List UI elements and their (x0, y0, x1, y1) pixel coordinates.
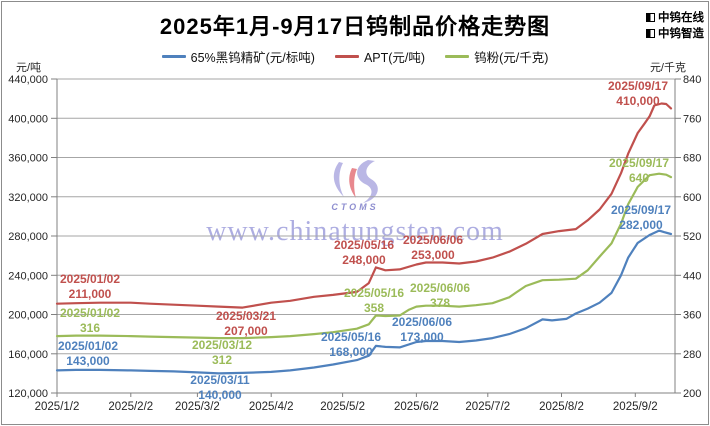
annotation-date: 2025/06/06 (392, 315, 452, 329)
left-axis-unit-label: 元/吨 (16, 62, 42, 74)
annotation-value: 173,000 (400, 330, 444, 344)
right-axis-tick-label: 280 (683, 349, 701, 361)
annotation-value: 140,000 (198, 388, 242, 402)
x-axis-tick-label: 2025/4/2 (249, 401, 294, 413)
x-axis-tick-label: 2025/2/2 (108, 401, 153, 413)
legend-item-apt: APT(元/吨) (334, 47, 426, 66)
annotation-value: 378 (430, 296, 450, 310)
annotation-value: 211,000 (69, 287, 112, 301)
x-axis-tick-label: 2025/5/2 (320, 401, 365, 413)
series-color-swatch-green (445, 55, 470, 58)
annotation-value: 640 (629, 171, 649, 185)
legend-label-apt: APT(元/吨) (363, 51, 426, 65)
left-axis-tick-label: 240,000 (8, 270, 48, 282)
annotation-date: 2025/01/02 (60, 272, 120, 286)
x-axis-tick-label: 2025/6/2 (394, 401, 439, 413)
x-axis-tick-label: 2025/8/2 (539, 401, 584, 413)
annotation-date: 2025/09/17 (611, 203, 671, 217)
left-axis-tick-label: 280,000 (8, 231, 48, 243)
x-axis-tick-label: 2025/3/2 (175, 401, 220, 413)
left-axis-tick-label: 160,000 (8, 349, 48, 361)
x-axis-tick-label: 2025/9/2 (613, 401, 658, 413)
annotation-date: 2025/03/21 (216, 309, 276, 323)
brand-row-online: 中钨在线 (646, 9, 704, 25)
brand-box: 中钨在线 中钨智造 (646, 9, 704, 41)
left-axis-tick-label: 360,000 (8, 153, 48, 165)
annotation-date: 2025/03/11 (190, 373, 250, 387)
annotation-value: 316 (80, 321, 100, 335)
brand-logo-icon (646, 28, 655, 38)
series-line-1 (55, 102, 673, 309)
x-axis-tick-label: 2025/7/2 (465, 401, 510, 413)
legend-label-concentrate: 65%黑钨精矿(元/标吨) (190, 51, 315, 65)
annotation-value: 248,000 (342, 253, 386, 267)
left-axis-tick-label: 120,000 (8, 388, 48, 400)
annotation-value: 410,000 (616, 94, 660, 108)
brand-label-smart: 中钨智造 (658, 28, 704, 40)
right-axis-tick-label: 680 (683, 153, 701, 165)
annotation-date: 2025/09/17 (608, 79, 668, 93)
right-axis-tick-label: 600 (683, 192, 701, 204)
annotation-value: 358 (364, 301, 384, 315)
right-axis-unit-label: 元/千克 (649, 62, 686, 74)
brand-logo-icon (646, 12, 655, 22)
page-title: 2025年1月-9月17日钨制品价格走势图 (159, 14, 551, 39)
legend-item-powder: 钨粉(元/千克) (445, 47, 548, 66)
brand-row-smart: 中钨智造 (646, 25, 704, 41)
left-axis-tick-label: 440,000 (8, 74, 48, 86)
left-axis-tick-label: 320,000 (8, 192, 48, 204)
brand-label-online: 中钨在线 (658, 12, 704, 24)
right-axis-tick-label: 200 (683, 388, 701, 400)
series-line-2 (55, 172, 673, 340)
annotation-date: 2025/05/16 (334, 238, 394, 252)
legend-label-powder: 钨粉(元/千克) (474, 51, 549, 65)
right-axis-tick-label: 760 (683, 113, 701, 125)
annotation-date: 2025/06/06 (403, 233, 463, 247)
annotation-value: 253,000 (411, 248, 455, 262)
annotation-value: 207,000 (224, 324, 268, 338)
chart-legend: 65%黑钨精矿(元/标吨) APT(元/吨) 钨粉(元/千克) (0, 47, 710, 66)
annotation-date: 2025/05/16 (344, 286, 404, 300)
annotation-date: 2025/01/02 (58, 339, 118, 353)
annotation-value: 312 (212, 353, 232, 367)
annotation-date: 2025/03/12 (192, 338, 252, 352)
annotation-date: 2025/01/02 (60, 306, 120, 320)
right-axis-tick-label: 840 (683, 74, 701, 86)
annotation-date: 2025/05/16 (321, 330, 381, 344)
x-axis-tick-label: 2025/1/2 (35, 401, 80, 413)
annotation-date: 2025/06/06 (410, 281, 470, 295)
annotation-value: 168,000 (329, 345, 373, 359)
series-color-swatch-red (334, 55, 359, 58)
left-axis-tick-label: 200,000 (8, 310, 48, 322)
left-axis-tick-label: 400,000 (8, 113, 48, 125)
right-axis-tick-label: 520 (683, 231, 701, 243)
series-line-0 (55, 229, 673, 375)
series-color-swatch-blue (161, 55, 186, 58)
right-axis-tick-label: 360 (683, 310, 701, 322)
right-axis-tick-label: 440 (683, 270, 701, 282)
annotation-date: 2025/09/17 (609, 156, 669, 170)
legend-item-concentrate: 65%黑钨精矿(元/标吨) (161, 47, 315, 66)
annotation-value: 143,000 (66, 354, 110, 368)
annotation-value: 282,000 (619, 218, 663, 232)
